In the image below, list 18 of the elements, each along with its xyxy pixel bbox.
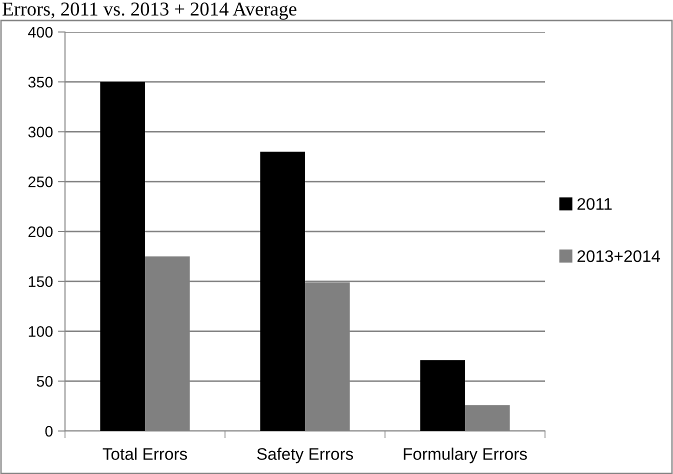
bar [260,152,305,431]
y-tick-label: 400 [28,26,53,38]
y-tick-label: 100 [28,326,53,337]
x-tick-label: Safety Errors [257,448,354,464]
y-tick-label: 50 [36,376,53,387]
y-tick-label: 150 [28,276,53,288]
x-tick-label: Total Errors [102,448,187,460]
legend-label: 2013+2014 [578,250,660,262]
y-tick-label: 350 [28,76,53,88]
y-tick-label: 0 [45,426,53,437]
y-tick-label: 200 [28,226,53,238]
x-tick-label: Formulary Errors [404,448,527,464]
bar [420,360,465,431]
chart-title: Errors, 2011 vs. 2013 + 2014 Average [2,2,296,20]
legend-label: 2011 [578,198,612,210]
bar [100,82,145,431]
y-tick-label: 250 [28,176,53,188]
y-tick-label: 300 [28,126,53,138]
